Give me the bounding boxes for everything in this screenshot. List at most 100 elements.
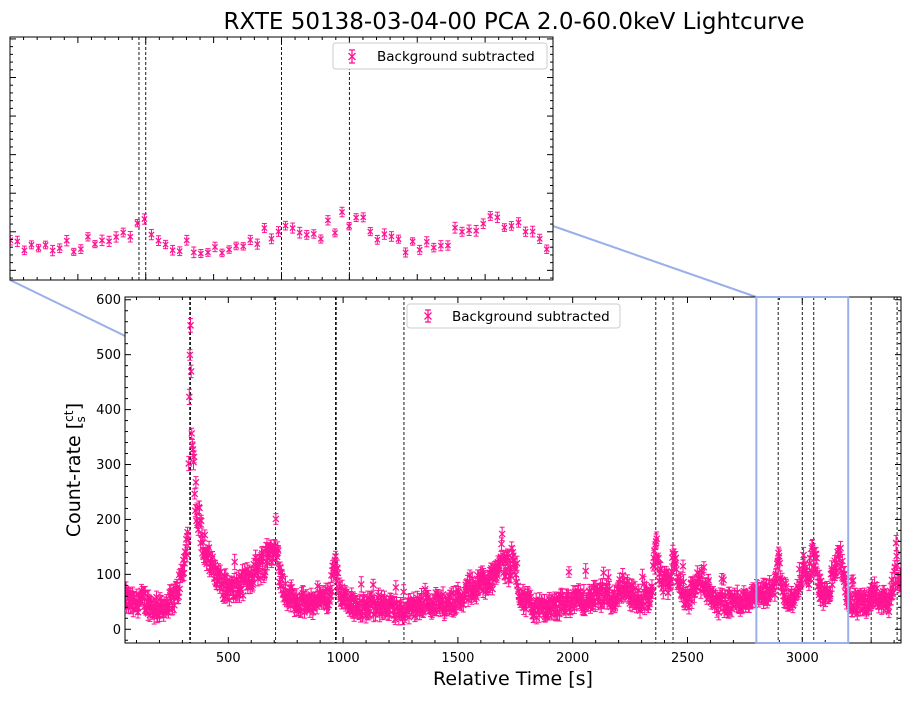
y-tick-label: 600 [96, 293, 121, 308]
main-data-point [653, 531, 661, 546]
main-data-point [541, 593, 548, 609]
x-tick-label: 1000 [327, 651, 360, 666]
main-data-point [635, 583, 643, 597]
main-data-point [720, 574, 728, 586]
main-data-point [185, 388, 193, 406]
inset-data-point [310, 229, 317, 239]
chart-title: RXTE 50138-03-04-00 PCA 2.0-60.0keV Ligh… [224, 9, 805, 35]
inset-data-point [381, 228, 388, 240]
inset-data-point [331, 228, 339, 238]
main-axis-ticks: 500 1000 1500 2000 2500 3000 0 100 200 300 400 500 6… [96, 293, 901, 666]
main-data-point [679, 559, 687, 573]
inset-data-series [10, 206, 550, 259]
inset-axes: Background subtracted [9, 36, 554, 281]
legend-marker-icon [348, 49, 356, 64]
inset-data-point [247, 234, 254, 246]
main-data-point [849, 574, 857, 587]
y-tick-label: 500 [96, 348, 121, 363]
inset-data-point [282, 220, 289, 231]
x-axis-label: Relative Time [s] [433, 668, 593, 690]
main-data-point [885, 605, 893, 619]
inset-data-point [70, 247, 77, 256]
main-data-point [194, 523, 202, 536]
main-data-point [498, 537, 505, 551]
x-tick-label: 2000 [556, 651, 589, 666]
inset-data-point [155, 235, 162, 247]
main-data-point [175, 589, 183, 605]
inset-data-point [183, 234, 190, 246]
inset-data-point [317, 234, 324, 244]
main-data-point [231, 553, 239, 571]
main-data-point [652, 533, 660, 550]
main-data-point [513, 555, 521, 571]
main-legend: Background subtracted [406, 303, 621, 329]
main-data-point [192, 476, 200, 489]
main-data-point [565, 566, 573, 578]
y-tick-label: 0 [113, 623, 121, 638]
main-data-point [201, 529, 209, 541]
inset-data-point [458, 226, 466, 237]
main-data-point [184, 532, 192, 548]
main-data-point [892, 534, 900, 552]
inset-data-point [98, 234, 106, 247]
inset-data-point [141, 213, 148, 225]
main-data-point [782, 578, 790, 594]
inset-data-point [218, 248, 226, 258]
main-data-point [700, 561, 708, 574]
inset-data-point [134, 218, 141, 228]
inset-data-point [190, 246, 197, 259]
inset-data-point [395, 234, 402, 244]
main-data-point [797, 577, 805, 590]
inset-data-point [543, 244, 550, 254]
inset-data-point [480, 218, 487, 229]
y-tick-label: 300 [96, 458, 121, 473]
main-data-point [600, 566, 608, 579]
main-data-point [893, 559, 901, 572]
main-data-point [672, 551, 680, 565]
main-legend-label: Background subtracted [452, 309, 610, 325]
inset-data-point [487, 211, 494, 221]
inset-data-point [42, 240, 49, 250]
main-axes-frame [124, 296, 902, 644]
inset-data-point [113, 231, 120, 243]
main-axes: 500 1000 1500 2000 2500 3000 0 100 200 300 400 500 6… [62, 293, 902, 690]
main-data-point [896, 568, 901, 583]
inset-data-point [275, 226, 282, 237]
inset-data-point [49, 244, 56, 257]
inset-data-point [35, 243, 42, 253]
x-tick-label: 500 [216, 651, 241, 666]
inset-data-point [204, 248, 211, 257]
inset-data-point [508, 221, 515, 231]
inset-legend: Background subtracted [332, 42, 548, 70]
zoom-connector-line [552, 225, 757, 298]
inset-data-point [84, 232, 91, 242]
zoom-indicator-box [755, 296, 850, 644]
inset-data-point [522, 226, 529, 237]
inset-data-point [240, 242, 247, 251]
inset-data-point [296, 226, 303, 239]
main-data-point [392, 580, 400, 595]
inset-data-point [416, 244, 423, 255]
inset-data-point [473, 224, 480, 237]
main-data-point [400, 584, 408, 600]
inset-data-point [409, 237, 416, 246]
inset-data-point [127, 231, 134, 243]
main-data-point [334, 566, 342, 580]
x-tick-label: 2500 [671, 651, 704, 666]
inset-data-point [367, 226, 374, 237]
inset-data-point [346, 221, 353, 231]
x-tick-label: 1500 [441, 651, 474, 666]
main-data-point [893, 550, 901, 562]
main-data-point [385, 607, 393, 621]
y-tick-label: 100 [96, 568, 121, 583]
inset-data-point [77, 244, 84, 254]
main-data-point [190, 450, 198, 464]
main-data-point [495, 563, 503, 577]
inset-data-point [268, 233, 275, 245]
inset-data-point [437, 240, 444, 252]
main-data-point [187, 318, 194, 333]
inset-data-point [162, 239, 169, 250]
inset-data-point [388, 231, 395, 242]
inset-vertical-lines [138, 37, 350, 280]
main-data-point [274, 545, 282, 557]
